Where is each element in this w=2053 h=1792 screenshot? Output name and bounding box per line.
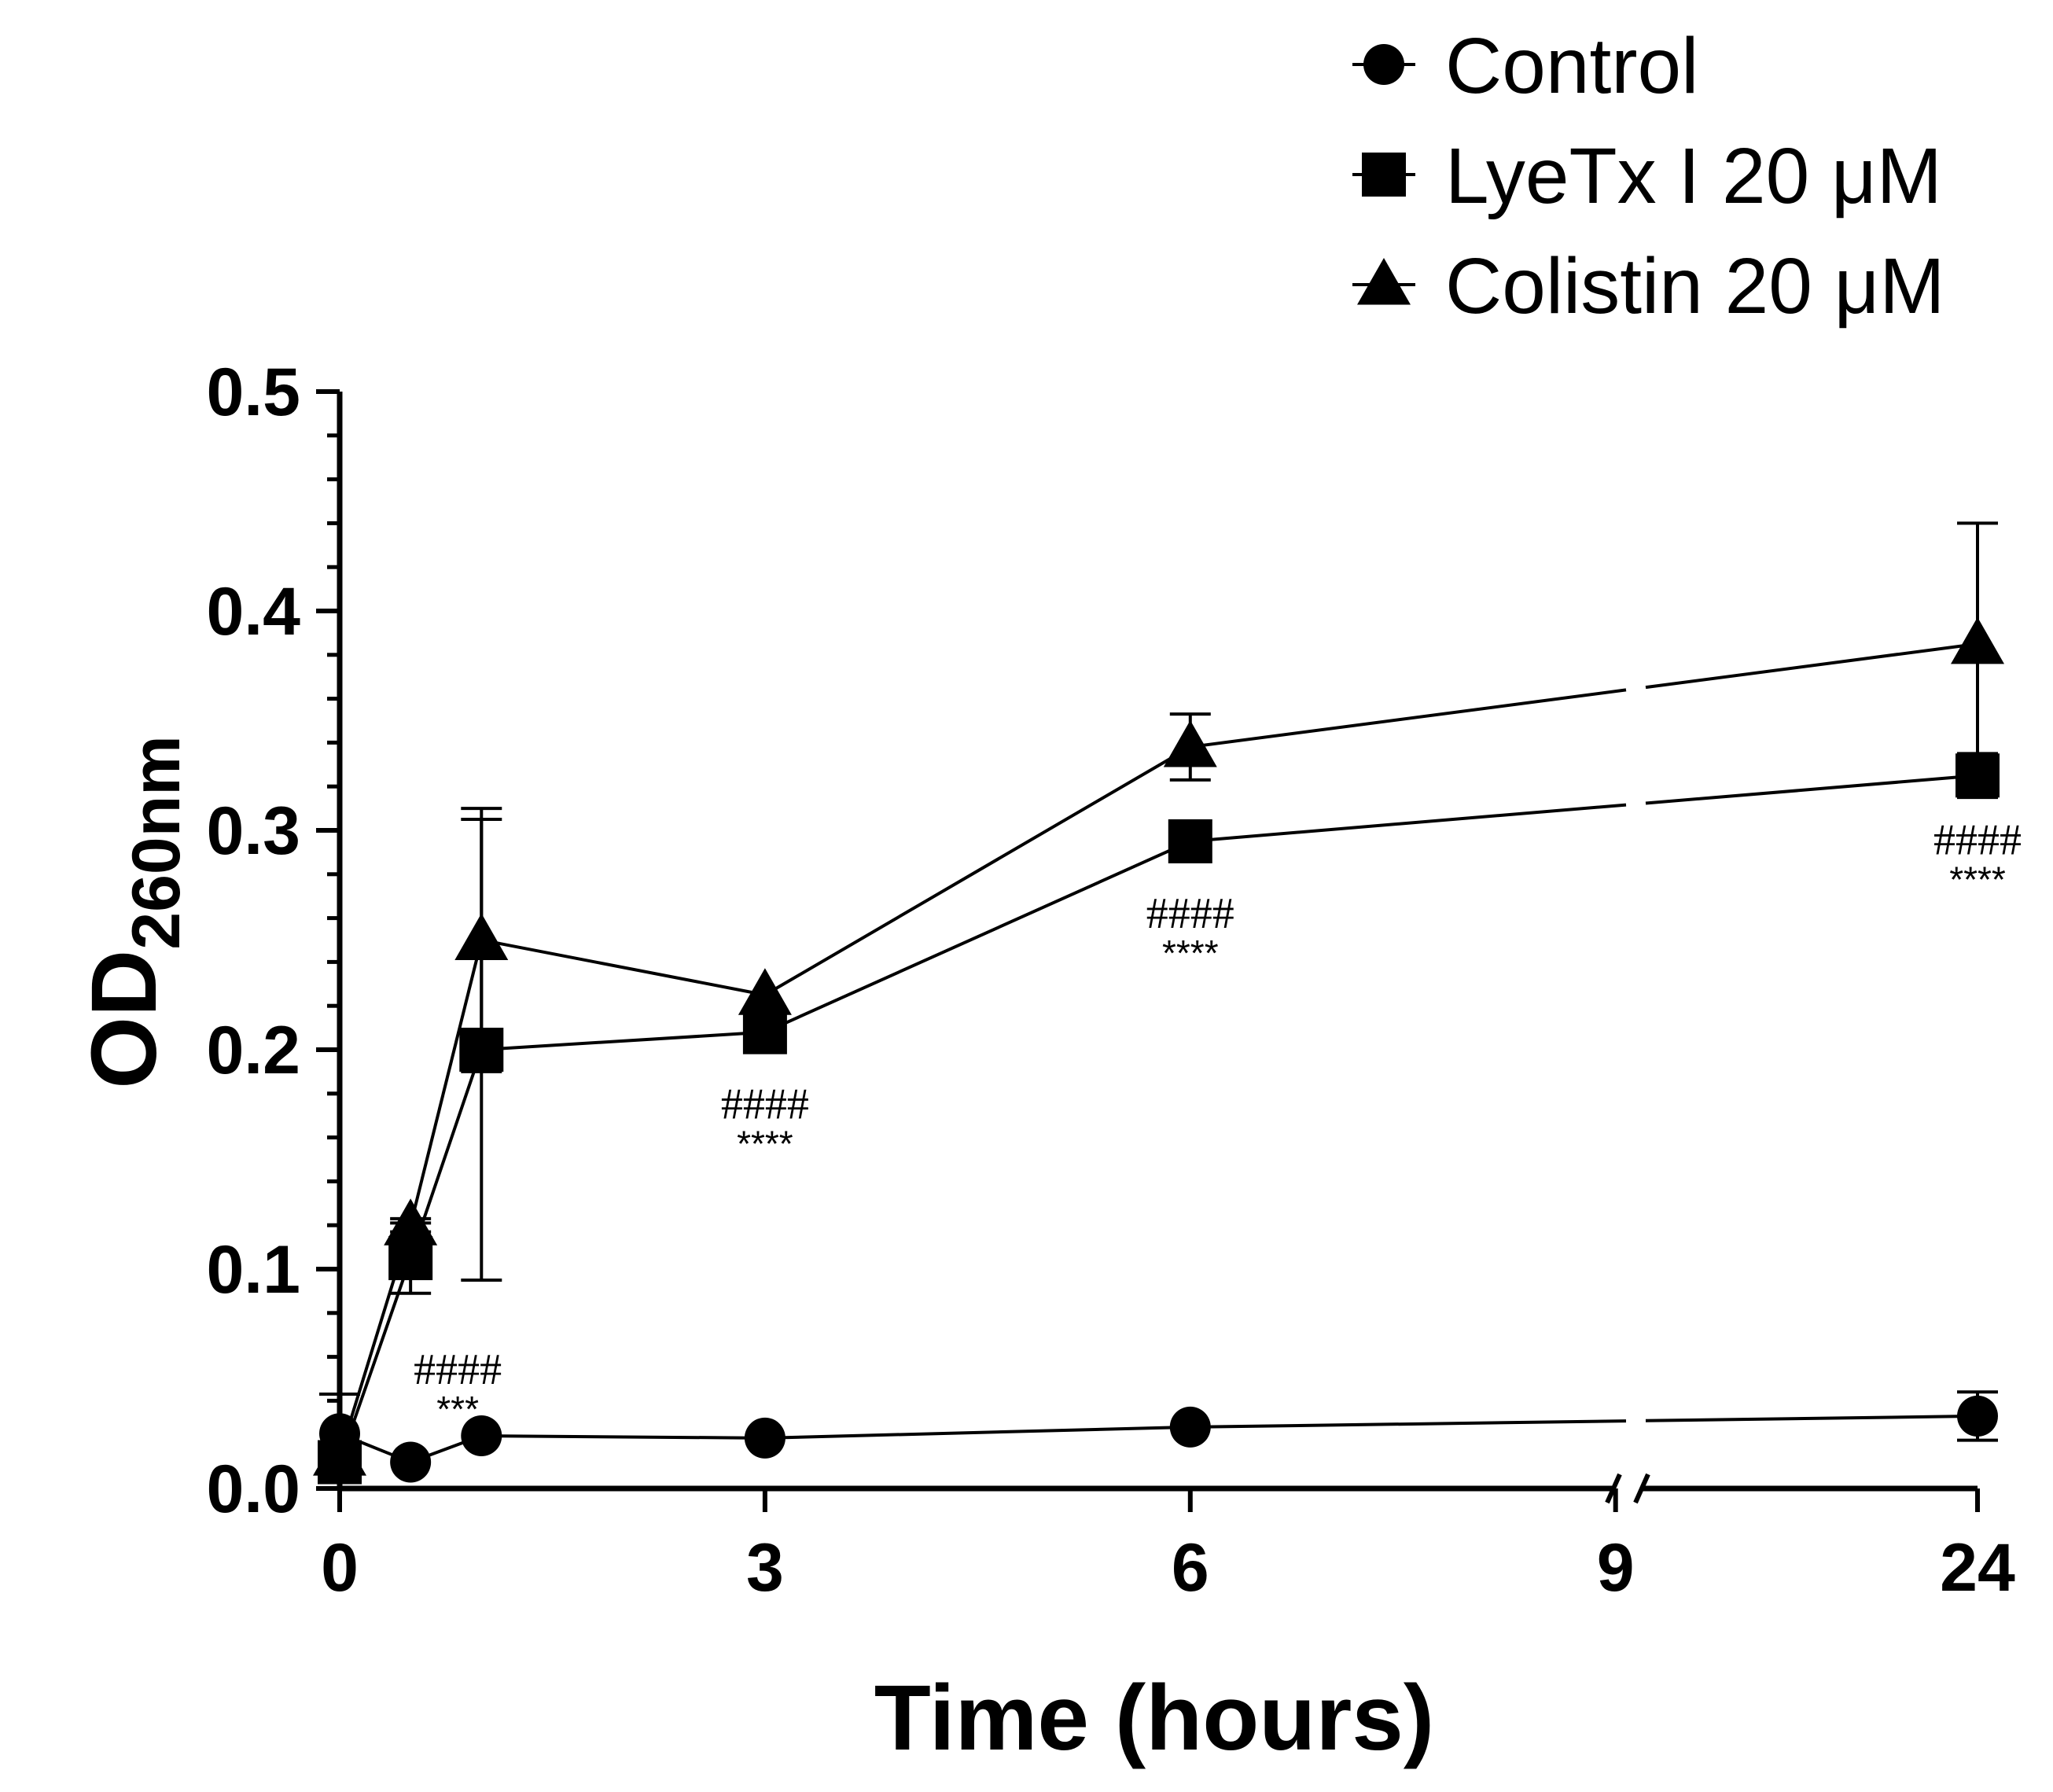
annotation-hash: #### (1146, 889, 1234, 938)
y-tick-label: 0.1 (206, 1232, 300, 1308)
point-control (1169, 1406, 1211, 1448)
y-axis-title-main: OD (72, 950, 176, 1089)
point-colistin (1951, 616, 2004, 664)
series-line-control (1645, 1414, 1978, 1422)
y-tick-label: 0.4 (206, 574, 300, 649)
y-tick-label: 0.0 (206, 1452, 300, 1527)
series-line-colistin (1190, 688, 1627, 749)
annotation-stars: **** (1162, 933, 1219, 973)
y-tick-label: 0.5 (206, 355, 300, 430)
y-tick-label: 0.3 (206, 793, 300, 869)
series-line-lyetx (1645, 774, 1978, 805)
annotation-hash: #### (1933, 815, 2022, 864)
series-line-colistin (1645, 642, 1978, 690)
legend-label-colistin: Colistin 20 μM (1445, 242, 1945, 330)
annotation-stars: *** (436, 1389, 479, 1430)
axis-break-mark-right (1633, 1473, 1650, 1504)
point-colistin (1163, 719, 1217, 767)
series-line-lyetx (1190, 803, 1627, 843)
series-line-control (764, 1425, 1190, 1440)
series-line-control (481, 1434, 765, 1440)
annotation-hash: #### (414, 1345, 502, 1394)
y-axis-title-subscript: 260nm (119, 735, 194, 950)
series-lines (338, 642, 1978, 1464)
series-line-lyetx (481, 1030, 766, 1051)
point-control (1957, 1395, 1998, 1437)
annotations: ####***####****####****####**** (414, 815, 2022, 1430)
x-tick-label: 0 (321, 1530, 359, 1606)
legend-label-lyetx: LyeTx I 20 μM (1445, 132, 1942, 220)
x-tick-label: 9 (1597, 1530, 1635, 1606)
axes: 0.0 0.1 0.2 0.3 0.4 0.5 0 3 6 9 24 (206, 355, 2015, 1606)
point-lyetx (742, 1010, 787, 1054)
legend-marker-lyetx (1362, 153, 1406, 197)
x-tick-label: 6 (1172, 1530, 1209, 1606)
series-line-colistin (409, 940, 484, 1226)
markers (313, 616, 2004, 1485)
legend-marker-colistin (1357, 258, 1411, 305)
annotation-hash: #### (721, 1080, 809, 1129)
point-control (744, 1417, 786, 1459)
series-line-control (1190, 1419, 1627, 1429)
series-line-colistin (480, 938, 766, 997)
x-axis-title: Time (hours) (874, 1666, 1434, 1770)
legend: Control LyeTx I 20 μM Colistin 20 μM (1352, 22, 1945, 330)
point-lyetx (1168, 819, 1212, 863)
annotation-stars: **** (1949, 859, 2006, 900)
x-tick-label: 24 (1940, 1530, 2015, 1606)
point-colistin (738, 968, 792, 1015)
y-axis-title: OD260nm (72, 735, 194, 1089)
series-line-lyetx (764, 840, 1191, 1034)
point-colistin (454, 913, 509, 960)
legend-marker-control (1363, 44, 1404, 85)
point-control (461, 1415, 502, 1457)
annotation-stars: **** (737, 1124, 793, 1165)
error-bars (319, 521, 1998, 1475)
series-line-colistin (763, 745, 1191, 996)
point-lyetx (1956, 753, 2000, 798)
legend-label-control: Control (1445, 22, 1698, 110)
y-tick-label: 0.2 (206, 1013, 300, 1088)
point-colistin (384, 1198, 438, 1246)
point-control (390, 1441, 432, 1483)
point-colistin (313, 1429, 366, 1476)
point-lyetx (459, 1028, 504, 1072)
x-tick-label: 3 (746, 1530, 784, 1606)
